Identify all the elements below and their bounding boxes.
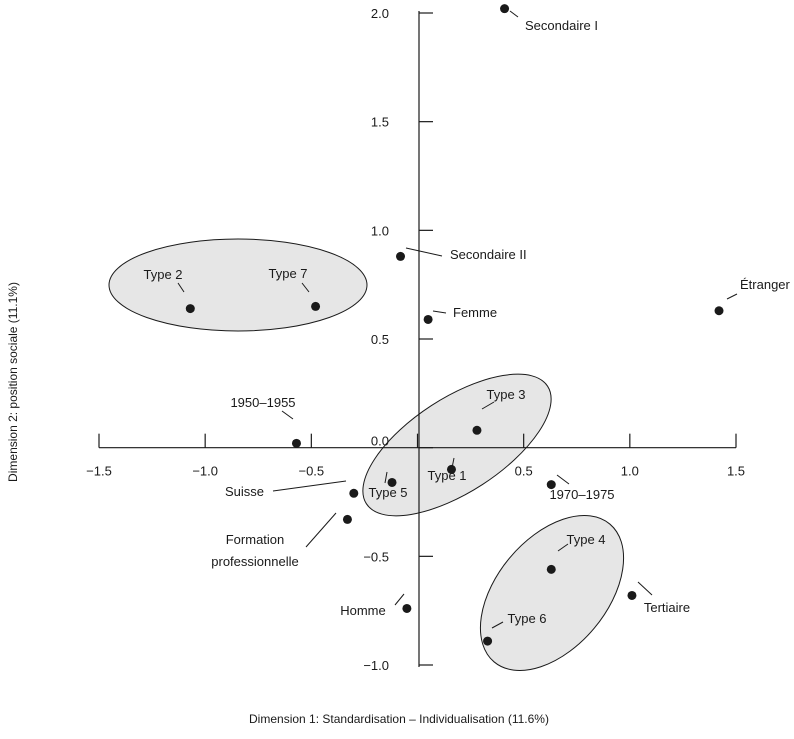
x-tick-label: 0.5	[515, 464, 533, 479]
point-suisse	[349, 488, 359, 498]
cluster-ellipse-3	[479, 515, 625, 671]
leader-suisse	[272, 480, 347, 492]
point-formation-professionnelle	[342, 514, 352, 524]
point-secondaire-i	[500, 4, 510, 14]
x-axis-title: Dimension 1: Standardisation – Individua…	[249, 712, 549, 726]
y-tick-label: −0.5	[363, 549, 389, 564]
cluster-ellipse-1	[108, 238, 368, 332]
label-type-2: Type 2	[143, 267, 182, 282]
y-tick-label: 0.5	[371, 332, 389, 347]
leader-type-3	[481, 401, 495, 410]
data-points	[185, 4, 724, 646]
leader-tertiaire	[637, 581, 653, 596]
point-secondaire-ii	[396, 251, 406, 261]
leader-femme	[432, 310, 447, 314]
leader-formation-professionnelle	[305, 512, 337, 548]
y-axis-title: Dimension 2: position sociale (11.1%)	[6, 282, 20, 482]
y-tick-label: 1.0	[371, 223, 389, 238]
point-1970-1975	[546, 480, 556, 490]
point-tertiaire	[627, 590, 637, 600]
leader-secondaire-i	[509, 10, 519, 18]
point-type-1	[446, 464, 456, 474]
x-tick-label: −1.0	[192, 464, 218, 479]
point-labels: Secondaire I Secondaire II Femme Étranger Ty…	[143, 18, 790, 626]
label-homme: Homme	[340, 603, 386, 618]
label-formation-professionnelle: Formation	[226, 532, 285, 547]
point-type-4	[546, 564, 556, 574]
label-type-5: Type 5	[368, 485, 407, 500]
leader-type-2	[177, 282, 185, 293]
label-type-4: Type 4	[566, 532, 605, 547]
point-type-6	[483, 636, 493, 646]
label-formation-professionnelle-line2: professionnelle	[211, 554, 298, 569]
label-suisse: Suisse	[225, 484, 264, 499]
label-type-7: Type 7	[268, 266, 307, 281]
leader-secondaire-ii	[405, 247, 443, 257]
label-etranger: Étranger	[740, 277, 791, 292]
y-tick-label: 0.0	[371, 434, 389, 449]
point-type-2	[185, 304, 195, 314]
label-femme: Femme	[453, 305, 497, 320]
point-homme	[402, 603, 412, 613]
point-1950-1955	[291, 438, 301, 448]
label-type-1: Type 1	[427, 468, 466, 483]
leader-type-4	[557, 543, 569, 552]
x-tick-label: −0.5	[298, 464, 324, 479]
label-type-3: Type 3	[486, 387, 525, 402]
point-type-3	[472, 425, 482, 435]
leader-type-7	[301, 282, 310, 293]
leader-homme	[394, 593, 405, 606]
point-etranger	[714, 306, 724, 316]
label-secondaire-i: Secondaire I	[525, 18, 598, 33]
axes	[99, 11, 736, 667]
cluster-ellipse-2	[362, 373, 552, 517]
leader-1950-1955	[281, 410, 294, 420]
label-leaders	[177, 10, 738, 629]
label-type-6: Type 6	[507, 611, 546, 626]
y-tick-label: 2.0	[371, 6, 389, 21]
x-tick-label: −1.5	[86, 464, 112, 479]
point-type-5	[387, 477, 397, 487]
label-tertiaire: Tertiaire	[644, 600, 690, 615]
label-1950-1955: 1950–1955	[230, 395, 295, 410]
x-tick-label: 1.5	[727, 464, 745, 479]
label-secondaire-ii: Secondaire II	[450, 247, 527, 262]
leader-etranger	[726, 293, 738, 300]
label-1970-1975: 1970–1975	[549, 487, 614, 502]
axis-ticks: −1.5 −1.0 −0.5 0.5 1.0 1.5 −1.0 −0.5 0.0 0.5 1.0 1.…	[86, 6, 745, 673]
y-tick-label: 1.5	[371, 115, 389, 130]
point-type-7	[311, 301, 321, 311]
cluster-ellipses	[108, 238, 625, 671]
leader-type-6	[491, 621, 504, 629]
leader-type-5	[384, 471, 388, 484]
point-femme	[423, 314, 433, 324]
x-tick-label: 1.0	[621, 464, 639, 479]
leader-1970-1975	[556, 474, 570, 485]
y-tick-label: −1.0	[363, 658, 389, 673]
